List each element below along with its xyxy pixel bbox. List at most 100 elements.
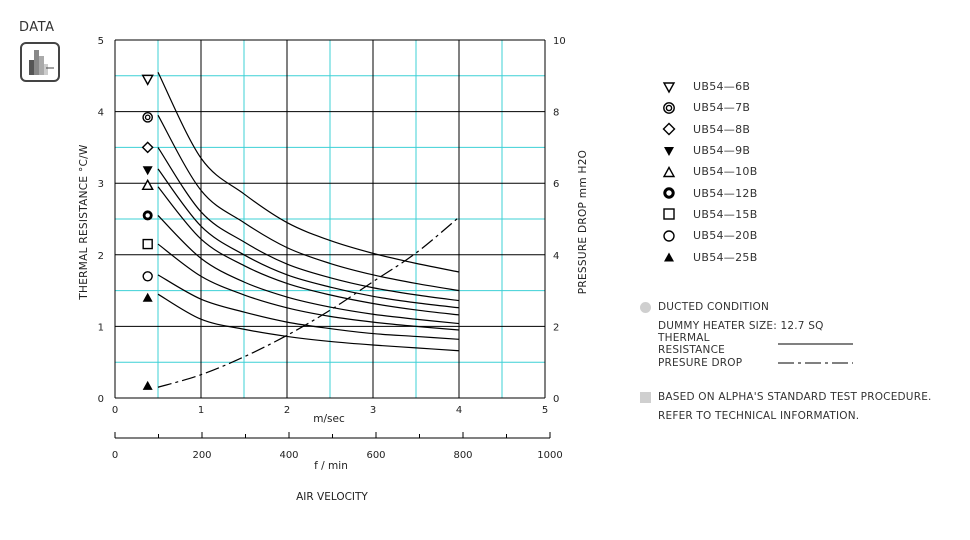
series-marker — [142, 166, 153, 176]
logo-label: DATA — [19, 20, 55, 35]
series-line — [157, 293, 460, 352]
y-right-tick-label: 4 — [553, 251, 559, 262]
legend-label: UB54—7B — [693, 101, 751, 115]
chart-notes: DUCTED CONDITION DUMMY HEATER SIZE: 12.7… — [640, 298, 932, 425]
triangle-up-open-icon — [141, 178, 154, 191]
circle-open-icon — [142, 271, 153, 282]
triangle-down-open-icon — [655, 80, 683, 94]
y-right-tick-label: 2 — [553, 322, 559, 333]
pressure-drop-line — [157, 216, 460, 388]
chart-curves — [157, 71, 460, 388]
y-left-tick-label: 0 — [98, 394, 104, 405]
legend-item: UB54—7B — [655, 97, 758, 118]
chart-markers — [141, 74, 154, 390]
y-left-tick-label: 5 — [98, 36, 104, 47]
y-right-tick-label: 6 — [553, 179, 559, 190]
y-left-tick-label: 3 — [98, 179, 104, 190]
x-top-tick-label: 2 — [284, 405, 290, 416]
square-open-icon — [655, 207, 683, 221]
series-line — [157, 186, 460, 316]
circle-bullet-icon — [640, 301, 651, 313]
series-marker — [141, 178, 154, 191]
x-bottom-tick-label: 400 — [279, 450, 298, 461]
diamond-open-icon — [141, 141, 154, 154]
triangle-up-filled-icon — [142, 380, 153, 390]
legend-item: UB54—10B — [655, 161, 758, 182]
legend-item: UB54—12B — [655, 182, 758, 203]
series-marker — [142, 238, 153, 250]
triangle-down-filled-icon — [655, 144, 683, 158]
double-circle-inner — [144, 114, 151, 121]
y-right-tick-label: 10 — [553, 36, 566, 47]
x-axis-title: AIR VELOCITY — [296, 491, 368, 503]
series-line — [157, 274, 460, 340]
x-top-tick-label: 5 — [542, 405, 548, 416]
legend-label: UB54—25B — [693, 250, 758, 264]
legend-label: UB54—15B — [693, 207, 758, 221]
x-bottom-tick-label: 600 — [366, 450, 385, 461]
double-circle-icon — [655, 101, 683, 115]
legend-label: UB54—10B — [693, 165, 758, 179]
double-circle-icon — [142, 112, 153, 123]
legend-item: UB54—20B — [655, 225, 758, 246]
square-bullet-icon — [640, 391, 651, 403]
triangle-down-filled-icon — [142, 166, 153, 176]
legend-item: UB54—6B — [655, 76, 758, 97]
series-line — [157, 71, 460, 273]
series-marker — [141, 74, 154, 86]
circle-bold-icon — [655, 186, 683, 200]
x-top-tick-label: 0 — [112, 405, 118, 416]
x-top-tick-label: 1 — [198, 405, 204, 416]
y-right-tick-label: 0 — [553, 394, 559, 405]
triangle-up-filled-icon — [655, 250, 683, 264]
triangle-up-open-icon — [655, 165, 683, 179]
data-logo-icon — [20, 42, 60, 82]
note-based-1: BASED ON ALPHA'S STANDARD TEST PROCEDURE… — [658, 391, 932, 404]
series-line — [157, 114, 460, 292]
y-left-axis-title: THERMAL RESISTANCE °C/W — [78, 144, 90, 301]
series-marker — [142, 112, 153, 123]
note-pressure: PRESURE DROP — [658, 356, 743, 369]
x-bottom-tick-label: 1000 — [537, 450, 562, 461]
series-marker — [142, 292, 153, 302]
solid-line-sample-icon — [778, 343, 853, 345]
legend-item: UB54—8B — [655, 119, 758, 140]
note-heater: DUMMY HEATER SIZE: 12.7 SQ — [658, 319, 824, 332]
x-bottom-tick-label: 0 — [112, 450, 118, 461]
chart-legend: UB54—6B UB54—7B UB54—8B UB54—9B UB54—10B… — [655, 76, 758, 268]
legend-label: UB54—12B — [693, 186, 758, 200]
series-line — [157, 243, 460, 331]
x-top-tick-label: 3 — [370, 405, 376, 416]
legend-item: UB54—9B — [655, 140, 758, 161]
x-bottom-tick-label: 200 — [192, 450, 211, 461]
triangle-up-filled-icon — [142, 292, 153, 302]
x-bottom-axis-label: f / min — [314, 460, 348, 472]
dash-dot-line-sample-icon — [778, 362, 853, 364]
triangle-down-open-icon — [141, 74, 154, 86]
x-bottom-tick-label: 800 — [453, 450, 472, 461]
legend-label: UB54—20B — [693, 229, 758, 243]
y-left-tick-label: 1 — [98, 322, 104, 333]
x-top-tick-label: 4 — [456, 405, 462, 416]
y-left-tick-label: 2 — [98, 251, 104, 262]
note-based-2: REFER TO TECHNICAL INFORMATION. — [658, 409, 860, 422]
series-marker — [142, 210, 153, 221]
series-marker — [142, 271, 153, 282]
series-marker — [141, 141, 154, 154]
note-ducted: DUCTED CONDITION — [658, 301, 770, 314]
legend-label: UB54—6B — [693, 80, 751, 94]
pressure-drop-marker — [142, 380, 153, 390]
legend-label: UB54—8B — [693, 122, 751, 136]
y-right-tick-label: 8 — [553, 108, 559, 119]
y-right-axis-title: PRESSURE DROP mm H2O — [577, 150, 589, 295]
note-thermal: THERMAL RESISTANCE — [658, 332, 725, 357]
legend-item: UB54—15B — [655, 204, 758, 225]
legend-item: UB54—25B — [655, 246, 758, 267]
circle-bold-icon — [142, 210, 153, 221]
diamond-open-icon — [655, 122, 683, 136]
legend-label: UB54—9B — [693, 144, 751, 158]
series-line — [157, 214, 460, 325]
series-line — [157, 147, 460, 302]
